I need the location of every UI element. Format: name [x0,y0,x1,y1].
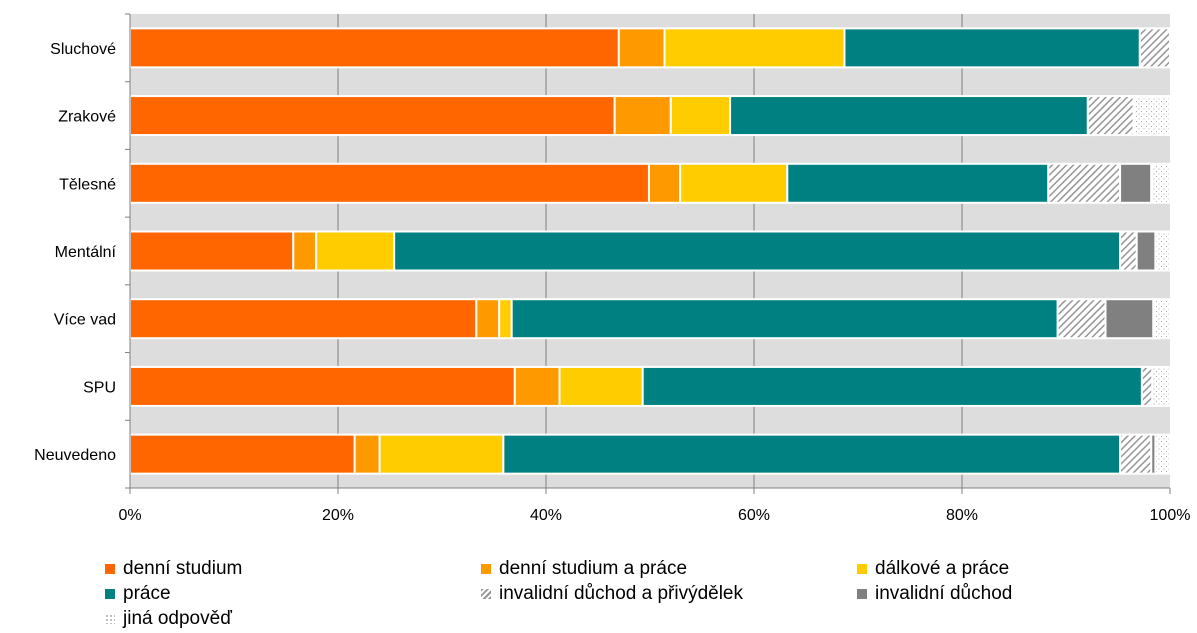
legend-label: denní studium a práce [499,558,688,579]
bar-segment [1047,162,1122,204]
x-tick-label: 80% [946,507,978,524]
bar-segment [475,298,501,340]
legend-item: invalidní důchod a přivýdělek [481,583,743,605]
legend-label: práce [123,583,171,604]
bar-segment [729,95,1089,137]
bar-segment [1119,230,1138,272]
y-tick-label: Zrakové [58,109,116,126]
bar-segment [510,298,1059,340]
legend-swatch [857,589,867,599]
y-tick-label: SPU [83,379,116,396]
legend-label: dálkové a práce [875,558,1010,579]
bar-segment [663,27,846,69]
y-tick-label: Tělesné [59,176,116,193]
legend-swatch [105,564,115,574]
bar-segment [1135,230,1157,272]
legend-item: denní studium a práce [481,558,687,580]
legend-label: jiná odpověď [123,608,232,629]
bar-segment [129,365,516,407]
bar-segment [1154,433,1171,475]
x-tick-label: 60% [738,507,770,524]
bar-segment [1119,162,1153,204]
bar-segment [1140,365,1154,407]
legend-label: invalidní důchod [875,583,1013,604]
stacked-bar-chart: Sluchové Zrakové Tělesné Mentální Více vad SP… [34,13,1191,524]
bar-segment [617,27,666,69]
legend-item: práce [105,583,171,605]
bar-segment [669,95,732,137]
bar-segment [129,95,616,137]
x-tick-label: 40% [530,507,562,524]
bar-segment [1150,162,1172,204]
y-tick-label: Mentální [55,244,117,261]
legend-item: jiná odpověď [105,608,232,630]
bar-segment [129,27,620,69]
bar-segment [315,230,396,272]
bar-segment [129,230,295,272]
y-tick-label: Více vad [54,312,116,329]
legend-swatch [105,614,115,624]
legend-item: denní studium [105,558,242,580]
bar-segment [129,433,356,475]
legend-label: denní studium [123,558,243,579]
x-tick-label: 20% [322,507,354,524]
bar-segment [378,433,505,475]
legend-item: dálkové a práce [857,558,1009,580]
legend-item: invalidní důchod [857,583,1012,605]
bar-segment [647,162,682,204]
bar-segment [502,433,1122,475]
bar-segment [1154,230,1171,272]
bar-segment [1056,298,1107,340]
bar-segment [679,162,789,204]
bar-segment [292,230,318,272]
legend-swatch [105,589,115,599]
bar-segment [513,365,561,407]
bar-segment [1104,298,1155,340]
bar-segment [843,27,1141,69]
bar-segment [558,365,644,407]
bar-segment [1152,298,1171,340]
bar-segment [1119,433,1153,475]
bar-segment [129,298,478,340]
bar-segment [786,162,1050,204]
bar-segment [1138,27,1171,69]
legend-swatch [481,564,491,574]
bar-segment [353,433,381,475]
legend-label: invalidní důchod a přivýdělek [499,583,743,604]
x-tick-label: 0% [118,507,141,524]
x-tick-label: 100% [1150,507,1191,524]
bar-segment [613,95,672,137]
bar-segment [393,230,1122,272]
bar-segment [641,365,1143,407]
legend-swatch [857,564,867,574]
bar-segment [1132,95,1171,137]
legend-swatch [481,589,491,599]
bar-segment [1151,365,1171,407]
bar-segment [129,162,650,204]
y-tick-label: Neuvedeno [34,447,116,464]
bar-segment [1086,95,1135,137]
y-tick-label: Sluchové [50,41,116,58]
bar-segment [498,298,513,340]
